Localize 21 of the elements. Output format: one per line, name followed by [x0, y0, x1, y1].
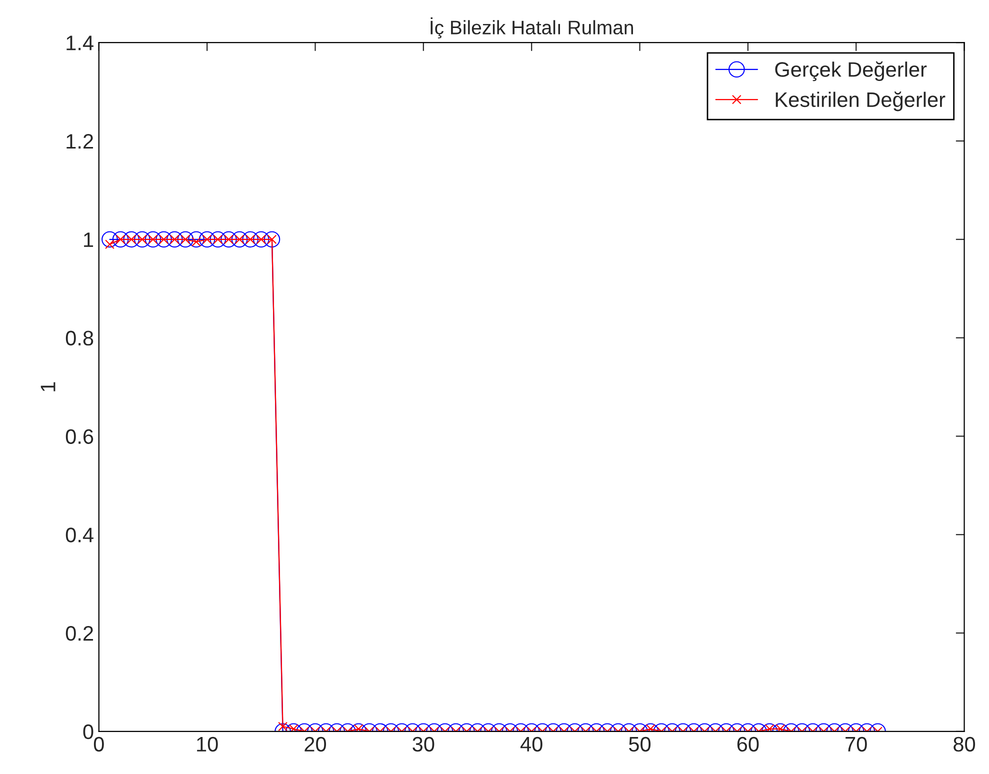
x-tick-label: 30	[412, 736, 434, 752]
y-tick-label: 0.4	[66, 528, 94, 542]
x-tick-label: 10	[197, 736, 218, 752]
y-tick-label: 0.8	[66, 330, 94, 346]
chart-title: İç Bilezik Hatalı Rulman	[430, 17, 633, 38]
y-tick-label: 1.4	[66, 36, 94, 50]
x-tick-label: 40	[520, 736, 542, 752]
x-tick-label: 70	[846, 736, 867, 752]
y-tick-label: 1.2	[66, 134, 93, 149]
y-tick-label: 0	[83, 724, 94, 740]
x-tick-label: 0	[94, 736, 104, 752]
y-axis-title: 1	[40, 382, 56, 392]
x-tick-label: 60	[737, 736, 759, 752]
y-tick-label: 0.2	[66, 626, 93, 641]
x-tick-label: 50	[629, 736, 651, 752]
x-tick-label: 80	[954, 736, 976, 752]
legend-label: Gerçek Değerler	[775, 61, 927, 82]
legend-label: Kestirilen Değerler	[776, 92, 946, 112]
y-tick-label: 1	[84, 232, 94, 247]
x-tick-label: 20	[304, 736, 326, 752]
y-tick-label: 0.6	[66, 429, 94, 444]
